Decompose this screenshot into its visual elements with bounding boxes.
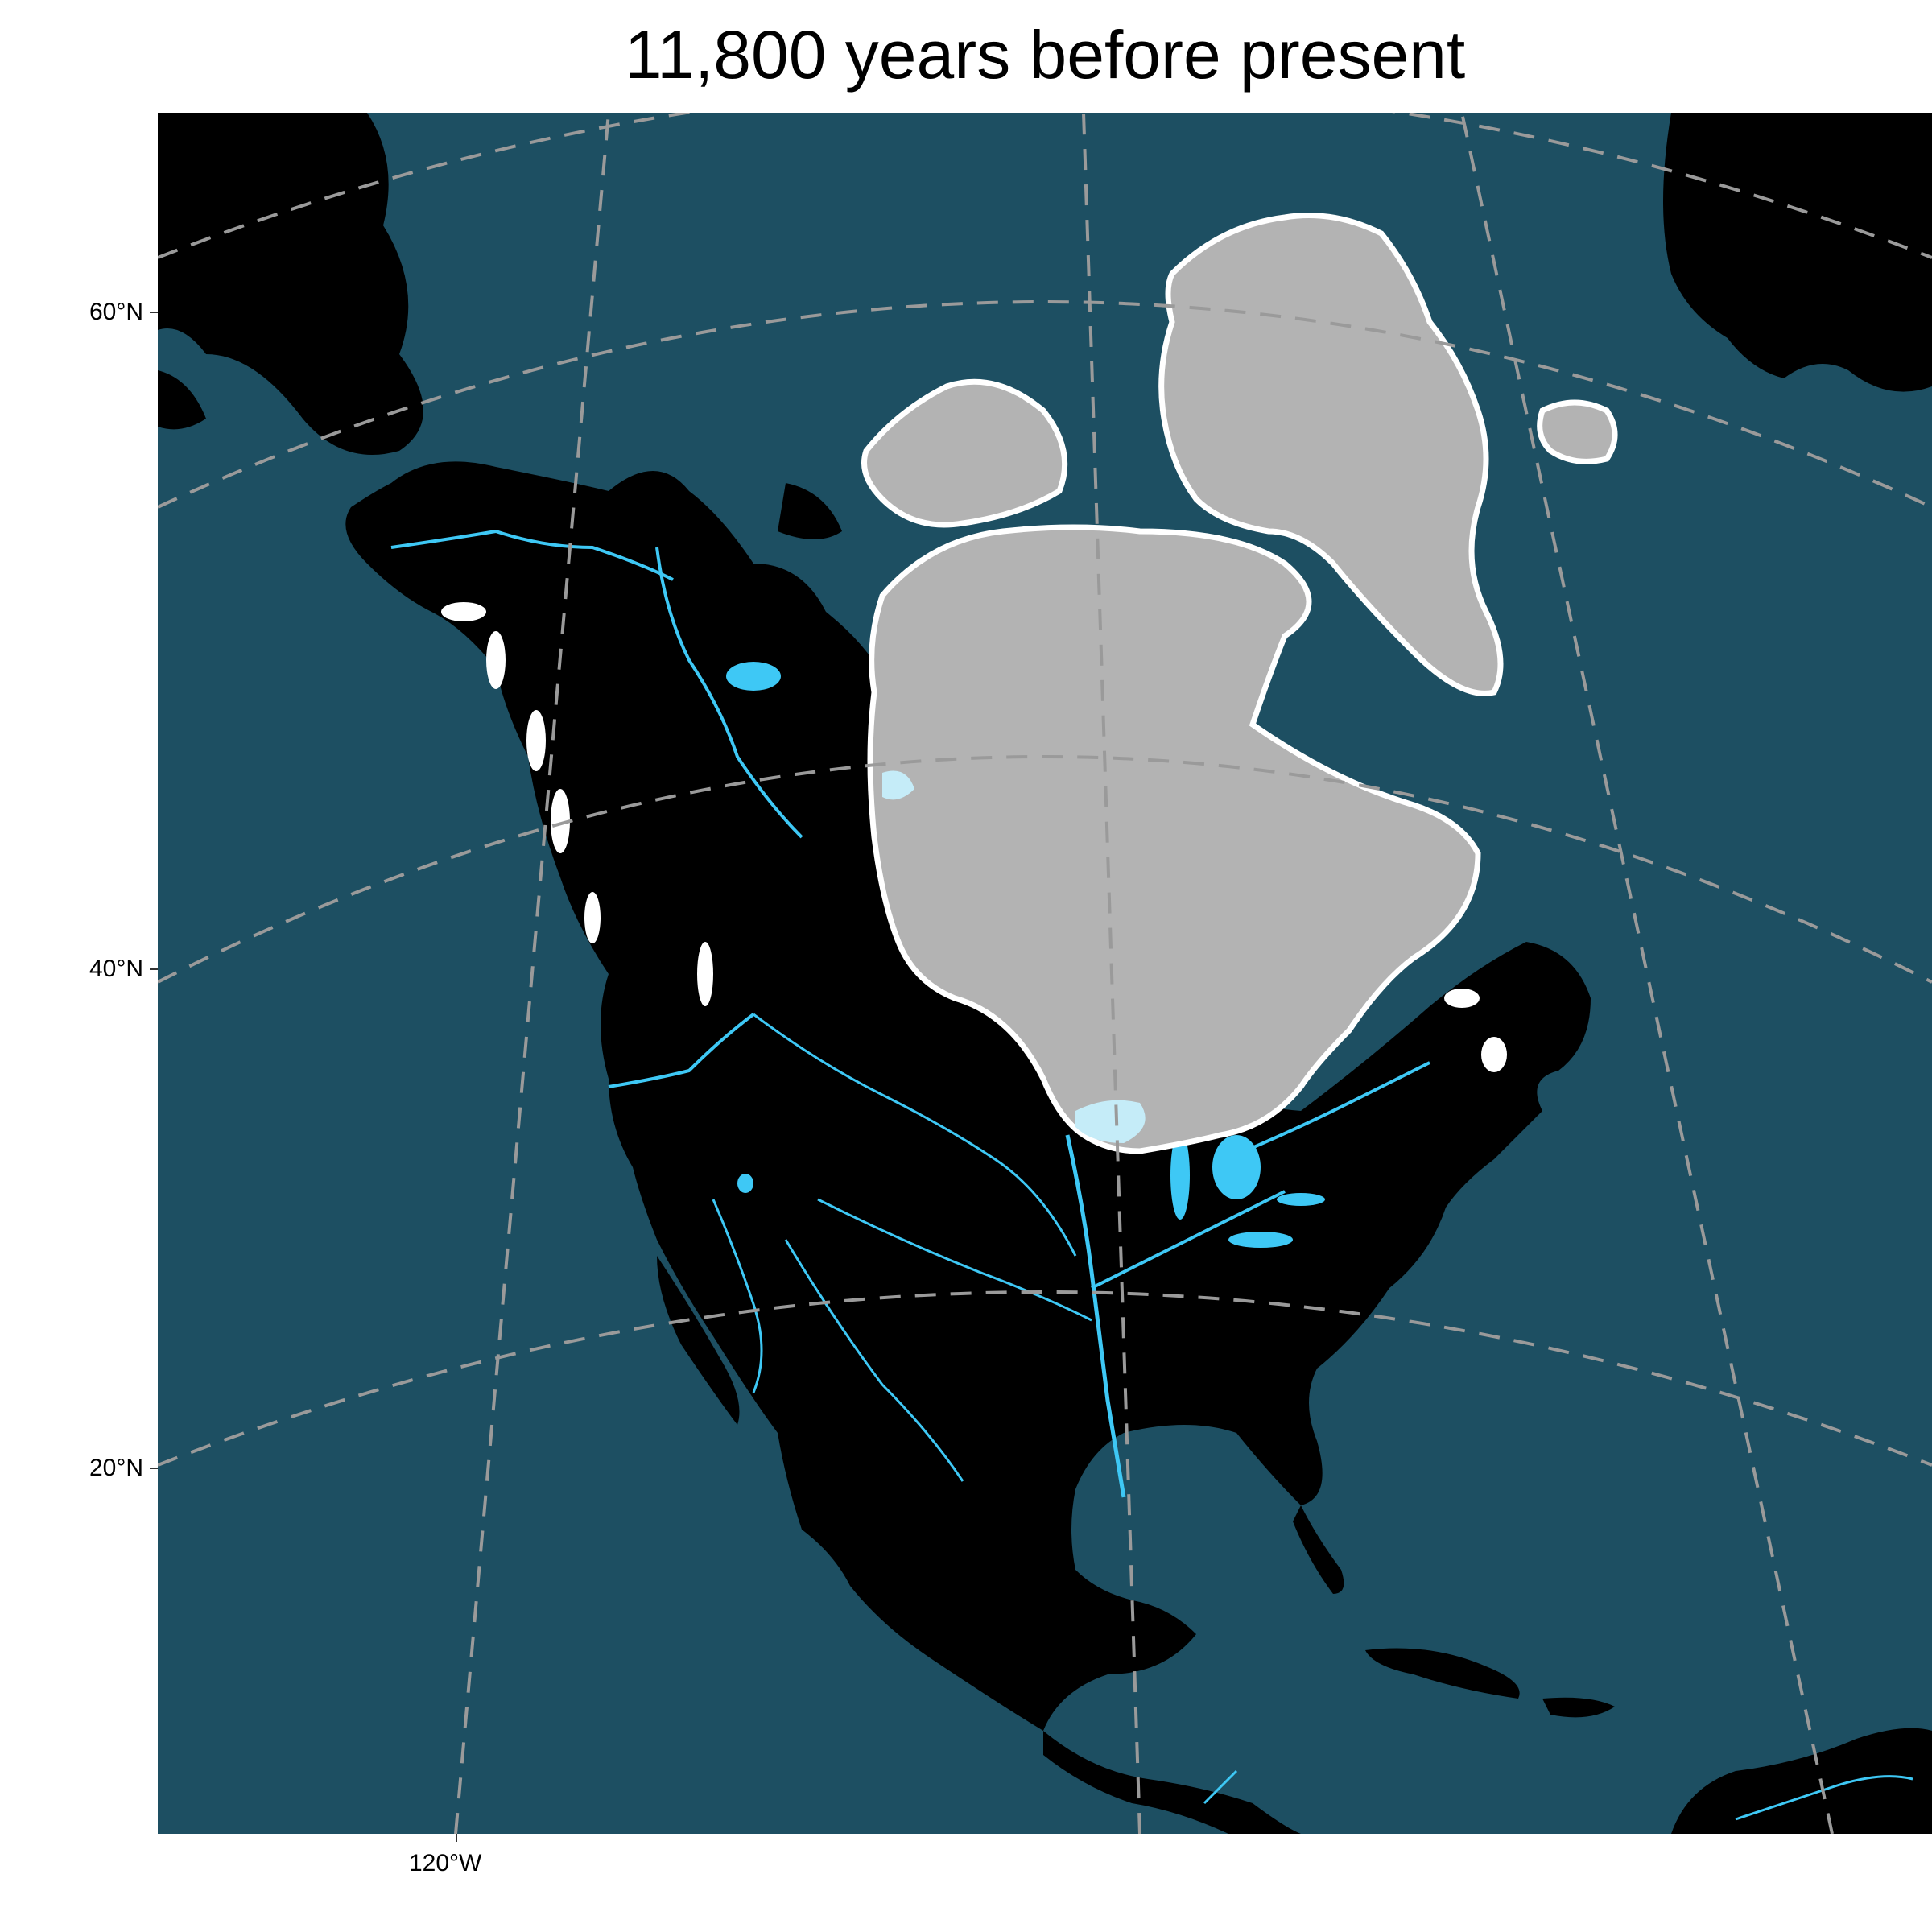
river-ohio: [1091, 1190, 1286, 1290]
river-mississippi: [1065, 1134, 1126, 1498]
land-hispaniola: [1542, 1697, 1615, 1718]
river-mackenzie: [655, 547, 803, 839]
river-saint-lawrence: [1244, 1061, 1430, 1153]
graticule-parallel-40: [158, 755, 1932, 984]
lake-great-bear: [726, 662, 781, 691]
river-missouri: [753, 1013, 1077, 1257]
lon-tick-120w: [456, 1834, 457, 1842]
lat-label-20: 20°N: [89, 1455, 143, 1481]
lake-salt-lake: [737, 1174, 753, 1193]
river-orinoco: [1735, 1775, 1913, 1821]
river-colorado: [712, 1199, 763, 1393]
river-rio-grande: [784, 1239, 964, 1482]
land-south-america: [1671, 1728, 1932, 1834]
lake-ontario: [1277, 1193, 1325, 1206]
graticule-meridian-120w: [454, 113, 610, 1834]
lat-tick-20: [150, 1468, 158, 1469]
land-siberia-island: [158, 370, 206, 430]
lake-erie: [1228, 1232, 1293, 1248]
river-yukon: [390, 529, 674, 581]
glacier-labrador: [1444, 989, 1480, 1008]
ice-sheet-laurentide: [867, 524, 1481, 1154]
ice-sheet-layer: [861, 213, 1618, 1154]
land-layer: [158, 113, 1932, 1834]
lon-label-120w: 120°W: [409, 1850, 482, 1876]
glacier-coast-mtns-north: [526, 710, 546, 771]
glacier-coast-mtns-south: [551, 789, 570, 853]
proglacial-lake-agassiz: [1075, 1100, 1146, 1143]
lake-michigan: [1170, 1131, 1190, 1220]
graticule-meridian-60w: [1460, 113, 1834, 1834]
glacier-st-elias: [486, 631, 506, 689]
land-central-america: [1043, 1731, 1301, 1834]
graticule-parallel-20: [158, 1290, 1932, 1467]
lat-label-60: 60°N: [89, 299, 143, 325]
lake-huron: [1212, 1135, 1261, 1199]
river-usumacinta: [1203, 1769, 1238, 1805]
river-columbia: [608, 1013, 755, 1088]
graticule-meridian-90w: [1082, 113, 1141, 1834]
ice-cap-iceland: [1537, 399, 1618, 464]
land-florida: [1293, 1505, 1344, 1594]
lat-label-40: 40°N: [89, 956, 143, 982]
ice-sheet-queen-elizabeth: [861, 378, 1068, 528]
proglacial-lake-mcconnell: [882, 770, 914, 800]
map-panel[interactable]: [158, 113, 1932, 1834]
land-north-america: [345, 461, 1591, 1731]
lat-tick-40: [150, 968, 158, 970]
river-arkansas: [817, 1198, 1092, 1322]
land-baja: [657, 1256, 740, 1425]
glacier-newfoundland: [1481, 1037, 1507, 1072]
mountain-glacier-layer: [441, 602, 1507, 1072]
land-greenland-coast: [1663, 113, 1932, 392]
glacier-rockies: [697, 942, 713, 1006]
graticule-parallel-70: [158, 113, 1932, 259]
lat-tick-60: [150, 312, 158, 313]
river-layer: [390, 529, 1913, 1821]
ice-sheet-greenland: [1158, 213, 1504, 696]
land-siberia: [158, 113, 423, 455]
land-cuba: [1365, 1648, 1520, 1699]
graticule: [158, 113, 1932, 1834]
map-canvas[interactable]: [158, 113, 1932, 1834]
land-ellesmere-fringe: [778, 483, 842, 539]
graticule-parallel-60: [158, 300, 1932, 509]
map-title: 11,800 years before present: [624, 17, 1466, 93]
proglacial-lake-layer: [882, 770, 1146, 1143]
glacier-alaska-range: [441, 602, 486, 621]
glacier-cascades: [584, 892, 601, 943]
